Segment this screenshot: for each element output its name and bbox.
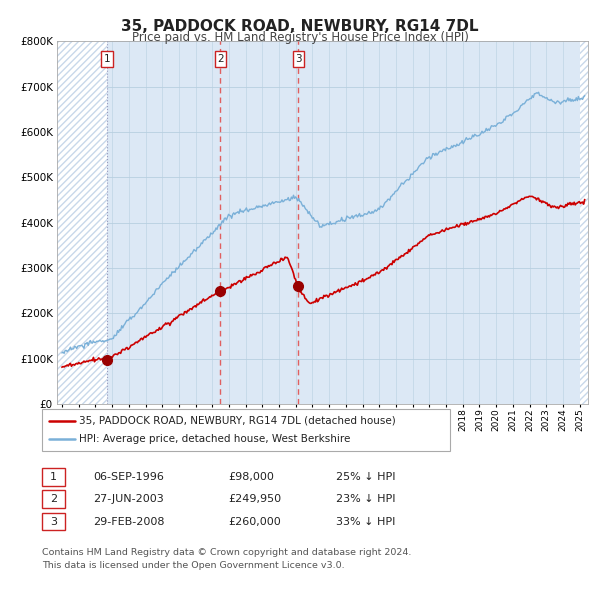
Text: 27-JUN-2003: 27-JUN-2003 (93, 494, 164, 504)
Text: £249,950: £249,950 (228, 494, 281, 504)
Text: 2: 2 (217, 54, 224, 64)
Text: £98,000: £98,000 (228, 472, 274, 481)
Text: 1: 1 (50, 472, 57, 481)
Text: £260,000: £260,000 (228, 517, 281, 526)
Text: 1: 1 (104, 54, 110, 64)
Text: 2: 2 (50, 494, 57, 504)
Text: 33% ↓ HPI: 33% ↓ HPI (336, 517, 395, 526)
Text: 23% ↓ HPI: 23% ↓ HPI (336, 494, 395, 504)
Text: Contains HM Land Registry data © Crown copyright and database right 2024.
This d: Contains HM Land Registry data © Crown c… (42, 548, 412, 570)
Text: 3: 3 (295, 54, 302, 64)
Text: 29-FEB-2008: 29-FEB-2008 (93, 517, 164, 526)
Text: 35, PADDOCK ROAD, NEWBURY, RG14 7DL: 35, PADDOCK ROAD, NEWBURY, RG14 7DL (121, 19, 479, 34)
Text: HPI: Average price, detached house, West Berkshire: HPI: Average price, detached house, West… (79, 434, 350, 444)
Text: 25% ↓ HPI: 25% ↓ HPI (336, 472, 395, 481)
Bar (580, 41, 588, 404)
Text: 06-SEP-1996: 06-SEP-1996 (93, 472, 164, 481)
Text: Price paid vs. HM Land Registry's House Price Index (HPI): Price paid vs. HM Land Registry's House … (131, 31, 469, 44)
Text: 35, PADDOCK ROAD, NEWBURY, RG14 7DL (detached house): 35, PADDOCK ROAD, NEWBURY, RG14 7DL (det… (79, 416, 396, 426)
Bar (57, 41, 107, 404)
Text: 3: 3 (50, 517, 57, 526)
